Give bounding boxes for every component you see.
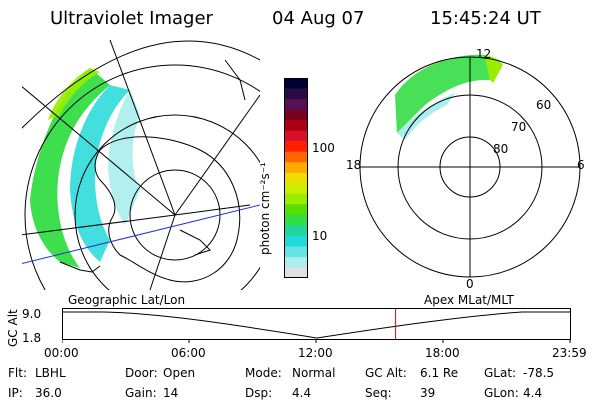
apex-label: Apex MLat/MLT [424,293,514,307]
polar-plot [359,54,581,278]
y-tick-9: 9.0 [22,307,42,321]
colorbar-stripe [284,141,308,153]
status-key: Door: [125,366,158,380]
x-tick-label: 06:00 [171,346,206,360]
date-label: 04 Aug 07 [272,8,365,29]
colorbar-stripe [284,214,308,226]
status-key: GLat: [484,366,517,380]
x-tick-label: 18:00 [425,346,460,360]
colorbar-stripe [284,172,308,184]
colorbar-stripe [284,267,308,278]
time-label: 15:45:24 UT [430,8,541,29]
colorbar-stripe [284,88,308,100]
colorbar-stripe [284,235,308,247]
colorbar-stripe [284,162,308,174]
geographic-label: Geographic Lat/Lon [68,293,186,307]
colorbar-stripe [284,225,308,237]
status-value: 4.4 [292,386,312,400]
timeline-y-label: GC Alt [6,309,20,347]
colorbar-stripe [284,120,308,132]
colorbar-tick-100: 100 [312,141,335,155]
aurora-emission-geo [30,68,110,268]
colorbar-stripe [284,109,308,121]
colorbar-unit-label: photon cm⁻²s⁻¹ [258,162,272,255]
status-key: GLon: [484,386,519,400]
lat-label-70: 70 [511,120,527,134]
status-value: 36.0 [35,386,62,400]
mlt-label-0: 0 [466,277,474,291]
status-key: Dsp: [245,386,273,400]
status-key: IP: [8,386,23,400]
x-tick-label: 12:00 [298,346,333,360]
status-value: 4.4 [523,386,543,400]
app-title: Ultraviolet Imager [50,8,213,29]
status-key: Mode: [245,366,282,380]
altitude-curve [62,311,570,339]
status-value: 6.1 Re [420,366,459,380]
status-value: -78.5 [523,366,555,380]
status-value: 14 [163,386,179,400]
status-value: 39 [420,386,436,400]
altitude-timeline [62,308,571,343]
status-key: Seq: [365,386,392,400]
colorbar-stripe [284,78,308,90]
y-tick-1.8: 1.8 [22,331,42,345]
x-tick-label: 00:00 [44,346,79,360]
mlt-label-6: 6 [577,158,585,172]
colorbar [284,78,308,278]
colorbar-stripe [284,130,308,142]
lat-label-80: 80 [493,142,509,156]
lat-label-60: 60 [536,98,552,112]
status-key: Flt: [8,366,27,380]
colorbar-stripe [284,183,308,195]
colorbar-tick-10: 10 [312,229,328,243]
status-value: LBHL [35,366,66,380]
status-key: GC Alt: [365,366,407,380]
colorbar-stripe [284,193,308,205]
colorbar-stripe [284,151,308,163]
status-value: Normal [292,366,336,380]
satellite-track [22,204,260,265]
colorbar-stripe [284,246,308,258]
status-value: Open [163,366,196,380]
geographic-map [22,40,260,290]
aurora-emission-polar [395,54,490,133]
colorbar-stripe [284,204,308,216]
x-tick-label: 23:59 [552,346,587,360]
mlt-label-18: 18 [346,158,362,172]
mlt-label-12: 12 [476,47,492,61]
colorbar-stripe [284,256,308,268]
status-key: Gain: [125,386,157,400]
colorbar-stripe [284,99,308,111]
